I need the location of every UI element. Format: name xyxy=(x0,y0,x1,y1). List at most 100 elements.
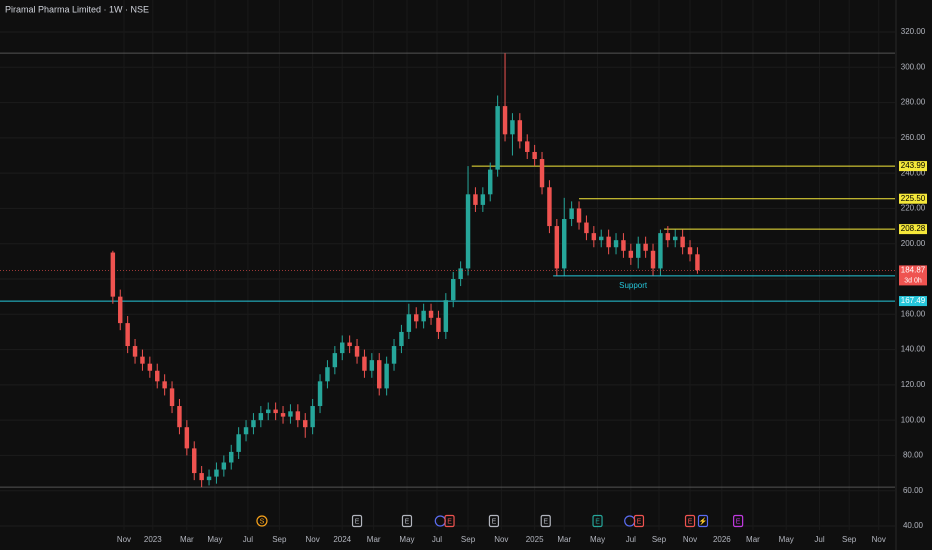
x-tick-label: Jul xyxy=(814,535,824,544)
x-tick-label: Jul xyxy=(626,535,636,544)
candle-body xyxy=(340,342,345,354)
candle-body xyxy=(243,427,249,435)
event-icon xyxy=(592,514,603,528)
candle-body xyxy=(132,346,138,357)
countdown-label: 3d 0h xyxy=(904,277,922,284)
y-tick-label: 320.00 xyxy=(901,27,926,36)
x-tick-label: May xyxy=(779,535,794,544)
candle-body xyxy=(125,323,130,347)
candle-body xyxy=(229,451,234,463)
candle-body xyxy=(636,243,641,258)
candle-body xyxy=(258,413,264,421)
event-icon xyxy=(540,514,551,528)
candle-body xyxy=(665,233,671,241)
candle-body xyxy=(155,370,160,382)
candle-body xyxy=(303,420,308,428)
candle-body xyxy=(332,353,338,368)
event-label: S xyxy=(260,518,265,525)
event-label: E xyxy=(543,518,548,525)
candle-body xyxy=(547,187,552,227)
candle-body xyxy=(192,448,197,474)
candle-body xyxy=(206,476,212,481)
candle-body xyxy=(458,268,463,279)
candle-body xyxy=(562,219,567,269)
x-tick-label: Mar xyxy=(557,535,571,544)
x-tick-label: Jul xyxy=(432,535,442,544)
candle-body xyxy=(473,194,478,205)
candle-body xyxy=(495,106,500,170)
level-note: Support xyxy=(619,281,648,290)
candle-body xyxy=(169,388,175,407)
y-tick-label: 260.00 xyxy=(901,133,926,142)
event-icon xyxy=(733,514,744,528)
event-label: E xyxy=(447,518,452,525)
candle-body xyxy=(140,356,145,364)
candle-body xyxy=(673,236,678,241)
candle-body xyxy=(584,222,589,234)
event-label: E xyxy=(492,518,497,525)
level-label: 225.50 xyxy=(901,194,926,203)
event-icon xyxy=(351,514,363,528)
candle-body xyxy=(591,233,597,241)
y-tick-label: 240.00 xyxy=(901,168,926,177)
last-price-box xyxy=(899,265,927,286)
x-tick-label: 2026 xyxy=(713,535,731,544)
level-label-box xyxy=(899,224,927,235)
candle-body xyxy=(147,363,153,371)
y-tick-label: 160.00 xyxy=(901,309,926,318)
candle-body xyxy=(443,300,449,332)
candle-body xyxy=(480,194,486,205)
event-icon xyxy=(697,514,709,528)
candle-body xyxy=(428,310,434,318)
x-tick-label: May xyxy=(399,535,414,544)
candle-body xyxy=(288,411,293,417)
candle-body xyxy=(621,240,626,251)
event-icon xyxy=(444,514,455,528)
y-tick-label: 40.00 xyxy=(903,521,924,530)
candle-body xyxy=(414,314,419,322)
x-tick-label: 2023 xyxy=(144,535,162,544)
candle-body xyxy=(221,462,227,470)
candle-body xyxy=(310,406,315,428)
event-icon xyxy=(488,514,500,528)
candle-body xyxy=(643,243,648,251)
candle-body xyxy=(421,310,426,322)
event-label: E xyxy=(637,518,642,525)
candle-body xyxy=(451,279,456,301)
y-tick-label: 120.00 xyxy=(901,380,926,389)
x-tick-label: Nov xyxy=(494,535,508,544)
x-tick-label: 2025 xyxy=(526,535,544,544)
candle-body xyxy=(532,151,537,160)
y-tick-label: 100.00 xyxy=(901,415,926,424)
candle-body xyxy=(362,356,367,371)
event-label: E xyxy=(405,518,410,525)
candle-body xyxy=(118,296,123,324)
candle-body xyxy=(525,141,530,152)
candle-body xyxy=(214,469,219,477)
candle-body xyxy=(465,194,471,269)
y-tick-label: 80.00 xyxy=(903,451,924,460)
event-label: E xyxy=(688,518,693,525)
y-tick-label: 140.00 xyxy=(901,345,926,354)
level-label: 208.28 xyxy=(901,224,926,233)
y-tick-label: 220.00 xyxy=(901,204,926,213)
candle-body xyxy=(199,473,204,481)
candle-body xyxy=(273,409,278,414)
event-label: E xyxy=(595,518,600,525)
x-tick-label: Mar xyxy=(746,535,760,544)
level-label: 167.49 xyxy=(901,296,926,305)
last-price-label: 184.87 xyxy=(901,266,926,275)
x-tick-label: May xyxy=(207,535,222,544)
candle-body xyxy=(251,420,256,428)
candle-body xyxy=(384,363,389,389)
candle-body xyxy=(502,106,508,135)
candle-body xyxy=(369,360,375,371)
x-tick-label: Nov xyxy=(872,535,886,544)
candle-body xyxy=(399,331,404,347)
x-tick-label: Sep xyxy=(842,535,857,544)
candle-body xyxy=(436,317,441,332)
event-label: ⚡ xyxy=(699,516,708,525)
